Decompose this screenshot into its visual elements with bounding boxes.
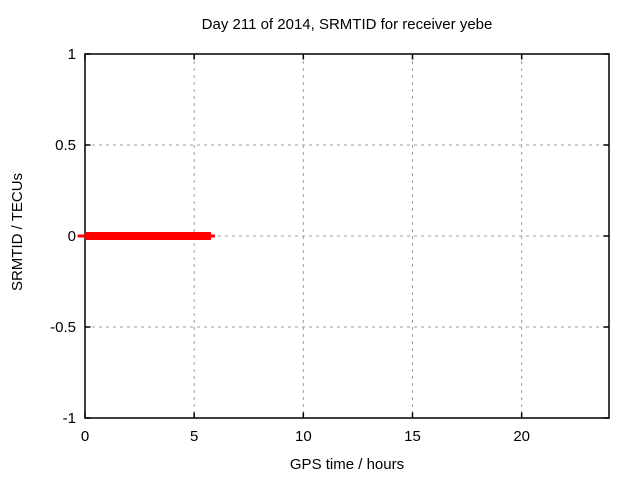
svg-text:0: 0: [81, 428, 89, 445]
svg-text:10: 10: [295, 428, 312, 445]
svg-text:-1: -1: [63, 410, 76, 427]
grid-lines: [85, 54, 609, 418]
svg-text:0: 0: [68, 228, 76, 245]
svg-text:0.5: 0.5: [55, 137, 76, 154]
svg-text:15: 15: [404, 428, 421, 445]
svg-text:20: 20: [513, 428, 530, 445]
x-axis-label: GPS time / hours: [289, 456, 405, 473]
svg-text:1: 1: [68, 46, 76, 63]
chart-title: Day 211 of 2014, SRMTID for receiver yeb…: [201, 16, 493, 33]
x-tick-labels: 0 5 10 15 20: [81, 428, 530, 445]
y-tick-labels: -1 -0.5 0 0.5 1: [50, 46, 76, 427]
svg-text:-0.5: -0.5: [50, 319, 76, 336]
svg-text:5: 5: [190, 428, 198, 445]
